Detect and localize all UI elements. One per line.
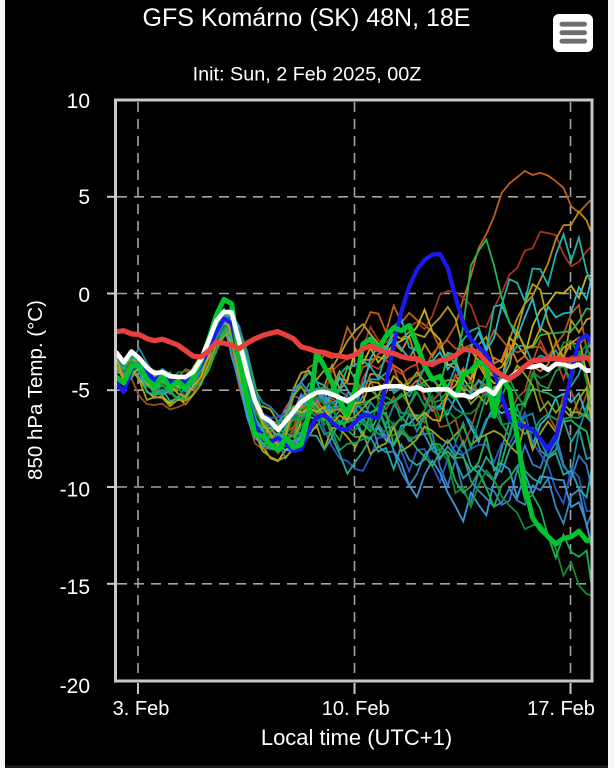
svg-text:17. Feb: 17. Feb [527,698,595,720]
svg-text:Local time (UTC+1): Local time (UTC+1) [261,725,452,750]
svg-text:GFS Komárno (SK) 48N, 18E: GFS Komárno (SK) 48N, 18E [143,4,471,32]
svg-text:10. Feb: 10. Feb [322,698,390,720]
svg-text:-20: -20 [60,675,90,698]
svg-text:0: 0 [78,284,90,307]
svg-text:850 hPa Temp. (°C): 850 hPa Temp. (°C) [24,300,47,480]
svg-text:-15: -15 [60,576,90,599]
svg-text:5: 5 [78,186,90,209]
svg-text:-10: -10 [60,478,90,501]
svg-text:10: 10 [67,90,90,113]
svg-text:3. Feb: 3. Feb [113,698,170,720]
svg-text:-5: -5 [71,379,90,402]
svg-text:Init: Sun, 2 Feb 2025, 00Z: Init: Sun, 2 Feb 2025, 00Z [193,64,422,86]
